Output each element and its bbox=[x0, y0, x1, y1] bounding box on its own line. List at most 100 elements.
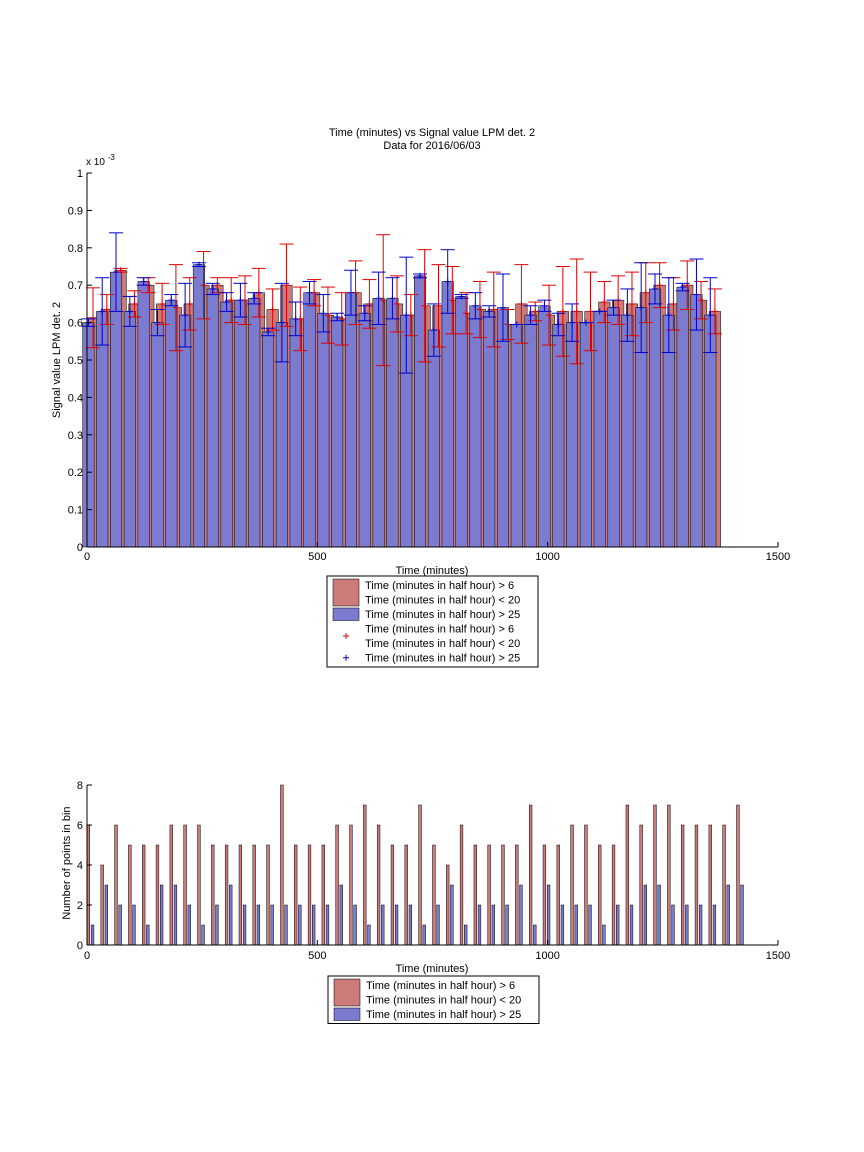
bar-s1 bbox=[220, 301, 233, 548]
count-bar-s0 bbox=[363, 804, 367, 946]
count-bar-s1 bbox=[436, 904, 440, 946]
error-bar-s1 bbox=[302, 280, 317, 305]
error-bar-s1 bbox=[565, 303, 580, 342]
chart-title: Time (minutes) vs Signal value LPM det. … bbox=[329, 127, 535, 139]
count-bar-s0 bbox=[142, 844, 146, 946]
error-bar-s1 bbox=[523, 305, 538, 325]
y-tick-label: 0 bbox=[77, 940, 83, 952]
bar-s1 bbox=[192, 264, 205, 548]
error-bar-s1 bbox=[703, 277, 718, 354]
count-bar-s0 bbox=[515, 844, 519, 946]
error-bar-s0 bbox=[182, 277, 197, 331]
bottom-y-axis-label: Number of points in bin bbox=[61, 806, 73, 919]
error-bar-s1 bbox=[454, 293, 469, 300]
bar-s1 bbox=[496, 307, 509, 548]
legend-swatch bbox=[332, 578, 360, 607]
count-bar-s0 bbox=[681, 824, 685, 946]
error-bar-s0 bbox=[569, 258, 584, 365]
error-bar-s1 bbox=[675, 282, 690, 292]
legend-label: Time (minutes in half hour) > 6 bbox=[365, 580, 514, 592]
error-bar-s0 bbox=[542, 284, 557, 346]
error-bar-s1 bbox=[440, 249, 455, 314]
count-bar-s1 bbox=[104, 884, 108, 946]
count-bar-s1 bbox=[132, 904, 136, 946]
count-bar-s0 bbox=[473, 844, 477, 946]
error-bar-s1 bbox=[178, 282, 193, 348]
error-bar-s0 bbox=[85, 287, 100, 349]
count-bar-s1 bbox=[740, 884, 744, 946]
error-bar-s1 bbox=[343, 269, 358, 316]
count-bar-s1 bbox=[698, 904, 703, 946]
count-bar-s1 bbox=[298, 904, 302, 946]
error-bar-s1 bbox=[247, 292, 262, 305]
count-bar-s0 bbox=[307, 844, 312, 946]
legend-label: Time (minutes in half hour) > 25 bbox=[366, 1009, 521, 1021]
x-tick-label: 1500 bbox=[766, 950, 790, 962]
error-bar-s1 bbox=[261, 327, 276, 337]
count-bar-s0 bbox=[349, 824, 353, 946]
count-bar-s0 bbox=[335, 824, 339, 946]
count-bar-s0 bbox=[598, 844, 602, 946]
bar-s1 bbox=[165, 299, 178, 548]
count-bar-s1 bbox=[464, 924, 468, 946]
error-bar-s0 bbox=[307, 279, 322, 307]
legend-label: Time (minutes in half hour) < 20 bbox=[366, 995, 521, 1007]
count-bar-s0 bbox=[197, 824, 201, 946]
count-bar-s0 bbox=[501, 844, 505, 946]
error-bar-s1 bbox=[399, 256, 414, 374]
error-bar-s1 bbox=[95, 277, 110, 346]
count-bar-s1 bbox=[629, 904, 634, 946]
count-bar-s0 bbox=[639, 824, 643, 946]
count-bar-s0 bbox=[294, 844, 298, 946]
error-bar-s1 bbox=[426, 303, 441, 357]
legend-label: Time (minutes in half hour) < 20 bbox=[365, 638, 520, 650]
y-tick-label: 0.2 bbox=[68, 467, 83, 479]
top-bars bbox=[82, 264, 721, 548]
error-bar-s1 bbox=[495, 273, 510, 342]
count-bar-s1 bbox=[118, 904, 122, 946]
y-tick-label: 4 bbox=[77, 860, 83, 872]
count-bar-s0 bbox=[266, 844, 270, 946]
bar-s1 bbox=[248, 298, 261, 548]
count-bar-s1 bbox=[284, 904, 288, 946]
count-bar-s1 bbox=[90, 924, 95, 946]
error-bar-s0 bbox=[583, 271, 598, 352]
count-bar-s0 bbox=[653, 804, 657, 946]
bar-s1 bbox=[303, 292, 316, 548]
legend-label: Time (minutes in half hour) > 25 bbox=[365, 653, 520, 665]
legend-box bbox=[327, 975, 540, 1024]
count-bar-s0 bbox=[376, 824, 381, 946]
count-bar-s0 bbox=[404, 844, 408, 946]
x-tick-label: 0 bbox=[84, 551, 90, 563]
bar-s1 bbox=[510, 324, 523, 548]
count-bar-s0 bbox=[100, 864, 104, 946]
bar-s1 bbox=[137, 281, 150, 548]
count-bar-s0 bbox=[211, 844, 215, 946]
legend-box bbox=[326, 575, 539, 668]
x-tick-label: 500 bbox=[308, 551, 326, 563]
count-bar-s1 bbox=[367, 924, 371, 946]
error-bar-s1 bbox=[288, 301, 303, 337]
error-bar-s0 bbox=[417, 249, 432, 363]
y-tick-label: 0 bbox=[77, 542, 83, 554]
top-axes: 0 500 1000 1500 0 0.1 0.2 0.3 0.4 0.5 0.6 0.7 0.8 0.9… bbox=[68, 168, 791, 563]
count-bar-s1 bbox=[339, 884, 343, 946]
error-bar-s1 bbox=[164, 294, 179, 307]
count-bar-s0 bbox=[736, 804, 740, 946]
bar-s1 bbox=[110, 271, 123, 548]
count-bar-s1 bbox=[643, 884, 647, 946]
count-bar-s1 bbox=[685, 904, 689, 946]
count-bar-s0 bbox=[625, 804, 629, 946]
count-bar-s0 bbox=[128, 844, 132, 946]
error-bar-s1 bbox=[509, 321, 524, 328]
y-exponent-power: -3 bbox=[108, 153, 116, 162]
count-bar-s1 bbox=[422, 924, 426, 946]
error-bar-s1 bbox=[620, 288, 635, 342]
count-bar-s1 bbox=[215, 904, 219, 946]
count-bar-s0 bbox=[114, 824, 118, 946]
bar-s1 bbox=[206, 288, 219, 548]
legend-entry: Time (minutes in half hour) > 25 bbox=[333, 1007, 521, 1021]
count-bar-s0 bbox=[722, 824, 726, 946]
error-bar-s0 bbox=[514, 264, 529, 344]
legend-swatch bbox=[333, 1007, 361, 1021]
